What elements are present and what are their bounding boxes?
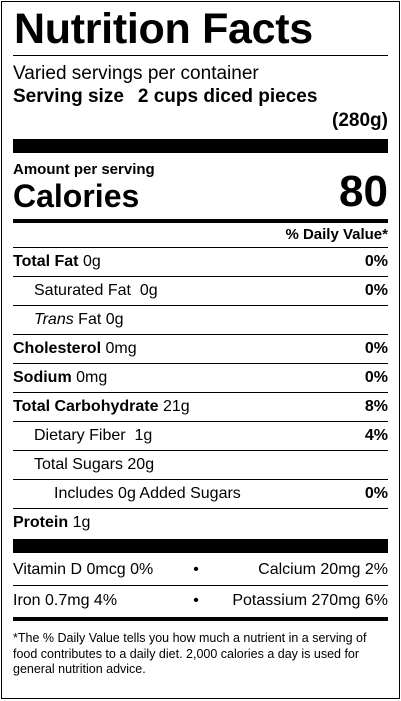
- nutrient-name: Saturated Fat: [34, 282, 131, 299]
- nutrient-amount: 0g: [139, 282, 158, 299]
- medium-divider: [13, 219, 388, 223]
- vitamin-right: Calcium 20mg 2%: [258, 561, 388, 578]
- amount-per-serving: Amount per serving: [13, 161, 155, 178]
- label-title: Nutrition Facts: [14, 5, 313, 53]
- medium-divider: [13, 617, 388, 621]
- nutrient-row-protein: Protein 1g: [13, 508, 388, 537]
- nutrient-row-total-carbohydrate: Total Carbohydrate 21g 8%: [13, 392, 388, 421]
- nutrient-dv: 0%: [364, 369, 388, 386]
- nutrient-amount: 1g: [134, 427, 153, 444]
- calories-row: Calories 80: [13, 170, 388, 214]
- nutrient-row-total-sugars: Total Sugars 20g: [13, 450, 388, 479]
- nutrient-dv: 0%: [364, 485, 388, 502]
- serving-size-amount: 2 cups diced pieces: [137, 86, 318, 107]
- calories-label: Calories: [13, 178, 140, 214]
- thick-divider: [13, 139, 388, 153]
- nutrient-name: Cholesterol: [13, 340, 102, 357]
- vitamin-row: Iron 0.7mg 4% • Potassium 270mg 6%: [13, 588, 388, 614]
- nutrient-row-sodium: Sodium 0mg 0%: [13, 363, 388, 392]
- nutrient-row-dietary-fiber: Dietary Fiber 1g 4%: [13, 421, 388, 450]
- serving-size-label: Serving size: [13, 86, 124, 107]
- nutrient-name: Protein: [13, 514, 69, 531]
- vitamin-row: Vitamin D 0mcg 0% • Calcium 20mg 2%: [13, 557, 388, 583]
- nutrient-row-total-fat: Total Fat 0g 0%: [13, 247, 388, 276]
- serving-size-row: Serving size 2 cups diced pieces: [13, 86, 388, 108]
- nutrient-row-added-sugars: Includes 0g Added Sugars 0%: [13, 479, 388, 508]
- serving-size-grams: (280g): [332, 110, 388, 131]
- nutrient-dv: 0%: [364, 253, 388, 270]
- nutrient-dv: 4%: [364, 427, 388, 444]
- nutrient-row-saturated-fat: Saturated Fat 0g 0%: [13, 276, 388, 305]
- nutrient-amount: 20g: [127, 456, 155, 473]
- nutrient-name: Dietary Fiber: [34, 427, 126, 444]
- nutrient-dv: 8%: [364, 398, 388, 415]
- divider: [13, 585, 388, 586]
- daily-value-header: % Daily Value*: [285, 226, 388, 243]
- nutrient-dv: 0%: [364, 282, 388, 299]
- nutrient-name: Trans: [34, 311, 74, 328]
- vitamin-left: Vitamin D 0mcg 0%: [13, 561, 154, 578]
- nutrient-amount: 1g: [72, 514, 91, 531]
- nutrient-amount: 0g: [82, 253, 101, 270]
- footnote: *The % Daily Value tells you how much a …: [13, 631, 367, 676]
- nutrient-name: Total Carbohydrate: [13, 398, 159, 415]
- nutrient-name: Includes 0g Added Sugars: [54, 485, 241, 502]
- nutrient-dv: 0%: [364, 340, 388, 357]
- bullet-separator: •: [193, 592, 199, 609]
- nutrient-amount: 0mg: [76, 369, 108, 386]
- nutrient-name: Total Sugars: [34, 456, 123, 473]
- nutrient-amount: 0mg: [105, 340, 137, 357]
- calories-value: 80: [339, 167, 388, 216]
- nutrient-name: Total Fat: [13, 253, 79, 270]
- nutrient-row-trans-fat: Trans Fat 0g: [13, 305, 388, 334]
- vitamin-right: Potassium 270mg 6%: [232, 592, 388, 609]
- vitamin-left: Iron 0.7mg 4%: [13, 592, 118, 609]
- nutrient-amount: 0g: [105, 311, 124, 328]
- thick-divider: [13, 539, 388, 553]
- servings-per-container: Varied servings per container: [13, 63, 259, 84]
- bullet-separator: •: [193, 561, 199, 578]
- nutrient-amount: 21g: [162, 398, 190, 415]
- nutrient-row-cholesterol: Cholesterol 0mg 0%: [13, 334, 388, 363]
- divider: [13, 55, 388, 56]
- nutrient-name-suffix: Fat: [78, 311, 102, 328]
- nutrient-name: Sodium: [13, 369, 72, 386]
